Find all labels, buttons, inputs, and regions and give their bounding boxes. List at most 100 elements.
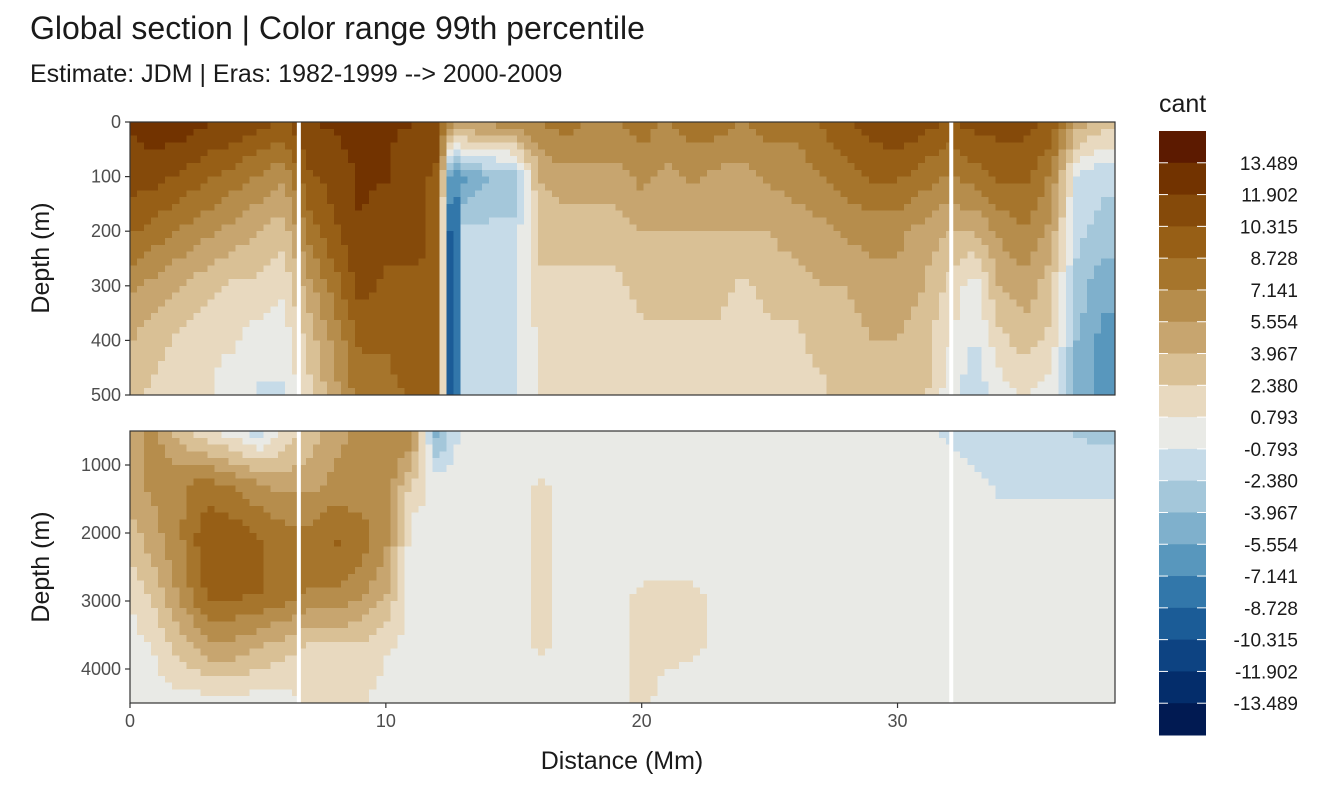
heatmap-cell	[777, 169, 785, 178]
heatmap-cell	[460, 333, 469, 341]
heatmap-cell	[622, 292, 631, 301]
heatmap-cell	[974, 190, 982, 198]
heatmap-cell	[538, 319, 546, 328]
heatmap-cell	[981, 313, 989, 321]
heatmap-cell	[756, 299, 764, 307]
heatmap-cell	[770, 299, 778, 307]
heatmap-cell	[861, 176, 870, 185]
heatmap-cell	[650, 258, 659, 266]
heatmap-cell	[995, 197, 1004, 205]
heatmap-cell	[263, 313, 272, 321]
heatmap-cell	[228, 244, 237, 253]
heatmap-cell	[798, 251, 807, 260]
heatmap-cell	[144, 162, 152, 171]
heatmap-cell	[868, 360, 877, 369]
heatmap-cell	[770, 190, 778, 198]
heatmap-cell	[988, 360, 996, 369]
heatmap-cell	[404, 169, 413, 178]
heatmap-cell	[228, 313, 237, 321]
heatmap-cell	[840, 347, 849, 355]
heatmap-cell	[460, 388, 469, 396]
heatmap-cell	[826, 210, 835, 219]
heatmap-cell	[460, 122, 469, 130]
heatmap-cell	[552, 197, 560, 205]
heatmap-cell	[362, 203, 370, 212]
heatmap-cell	[903, 333, 912, 341]
heatmap-cell	[383, 135, 391, 144]
heatmap-cell	[495, 306, 504, 314]
heatmap-cell	[995, 258, 1004, 266]
heatmap-cell	[524, 251, 532, 260]
heatmap-cell	[214, 169, 223, 178]
heatmap-cell	[812, 128, 821, 137]
heatmap-cell	[847, 278, 856, 287]
heatmap-cell	[228, 292, 237, 301]
heatmap-cell	[580, 162, 588, 171]
heatmap-cell	[327, 156, 335, 164]
heatmap-cell	[348, 190, 356, 198]
heatmap-cell	[784, 203, 792, 212]
heatmap-cell	[918, 176, 926, 185]
heatmap-cell	[453, 306, 462, 314]
heatmap-cell	[446, 162, 455, 171]
heatmap-cell	[622, 319, 631, 328]
heatmap-cell	[566, 135, 574, 144]
heatmap-cell	[538, 272, 546, 280]
heatmap-cell	[214, 135, 223, 144]
heatmap-cell	[988, 238, 996, 246]
heatmap-cell	[179, 162, 187, 171]
heatmap-cell	[580, 258, 588, 266]
heatmap-cell	[967, 292, 975, 301]
heatmap-cell	[861, 272, 870, 280]
heatmap-cell	[650, 122, 659, 130]
heatmap-cell	[692, 203, 701, 212]
heatmap-cell	[362, 319, 370, 328]
heatmap-cell	[629, 251, 638, 260]
heatmap-cell	[516, 231, 525, 239]
heatmap-cell	[263, 326, 272, 335]
heatmap-cell	[383, 217, 391, 225]
heatmap-cell	[847, 333, 856, 341]
heatmap-cell	[228, 299, 237, 307]
heatmap-cell	[713, 333, 722, 341]
heatmap-cell	[327, 333, 335, 341]
heatmap-cell	[763, 381, 771, 389]
heatmap-cell	[355, 251, 363, 260]
heatmap-cell	[319, 306, 328, 314]
heatmap-cell	[284, 244, 293, 253]
heatmap-cell	[151, 265, 159, 273]
heatmap-cell	[854, 340, 863, 348]
heatmap-cell	[516, 381, 525, 389]
heatmap-cell	[383, 381, 391, 389]
heatmap-cell	[721, 210, 729, 219]
heatmap-cell	[713, 299, 722, 307]
heatmap-cell	[446, 272, 455, 280]
heatmap-cell	[488, 190, 497, 198]
heatmap-cell	[960, 217, 968, 225]
heatmap-cell	[692, 251, 701, 260]
heatmap-cell	[305, 299, 314, 307]
heatmap-cell	[355, 142, 363, 150]
heatmap-cell	[847, 128, 856, 137]
heatmap-cell	[889, 122, 898, 130]
heatmap-cell	[242, 135, 251, 144]
heatmap-cell	[319, 272, 328, 280]
heatmap-cell	[692, 313, 701, 321]
heatmap-cell	[882, 128, 891, 137]
heatmap-cell	[362, 251, 370, 260]
heatmap-cell	[939, 190, 947, 198]
heatmap-cell	[418, 388, 427, 396]
heatmap-cell	[284, 258, 293, 266]
heatmap-cell	[875, 360, 884, 369]
heatmap-cell	[812, 306, 821, 314]
heatmap-cell	[432, 238, 441, 246]
heatmap-cell	[721, 285, 729, 294]
heatmap-cell	[179, 183, 187, 191]
heatmap-cell	[263, 238, 272, 246]
heatmap-cell	[826, 278, 835, 287]
heatmap-cell	[453, 122, 462, 130]
heatmap-cell	[840, 258, 849, 266]
heatmap-cell	[460, 156, 469, 164]
heatmap-cell	[805, 381, 814, 389]
heatmap-cell	[130, 210, 138, 219]
